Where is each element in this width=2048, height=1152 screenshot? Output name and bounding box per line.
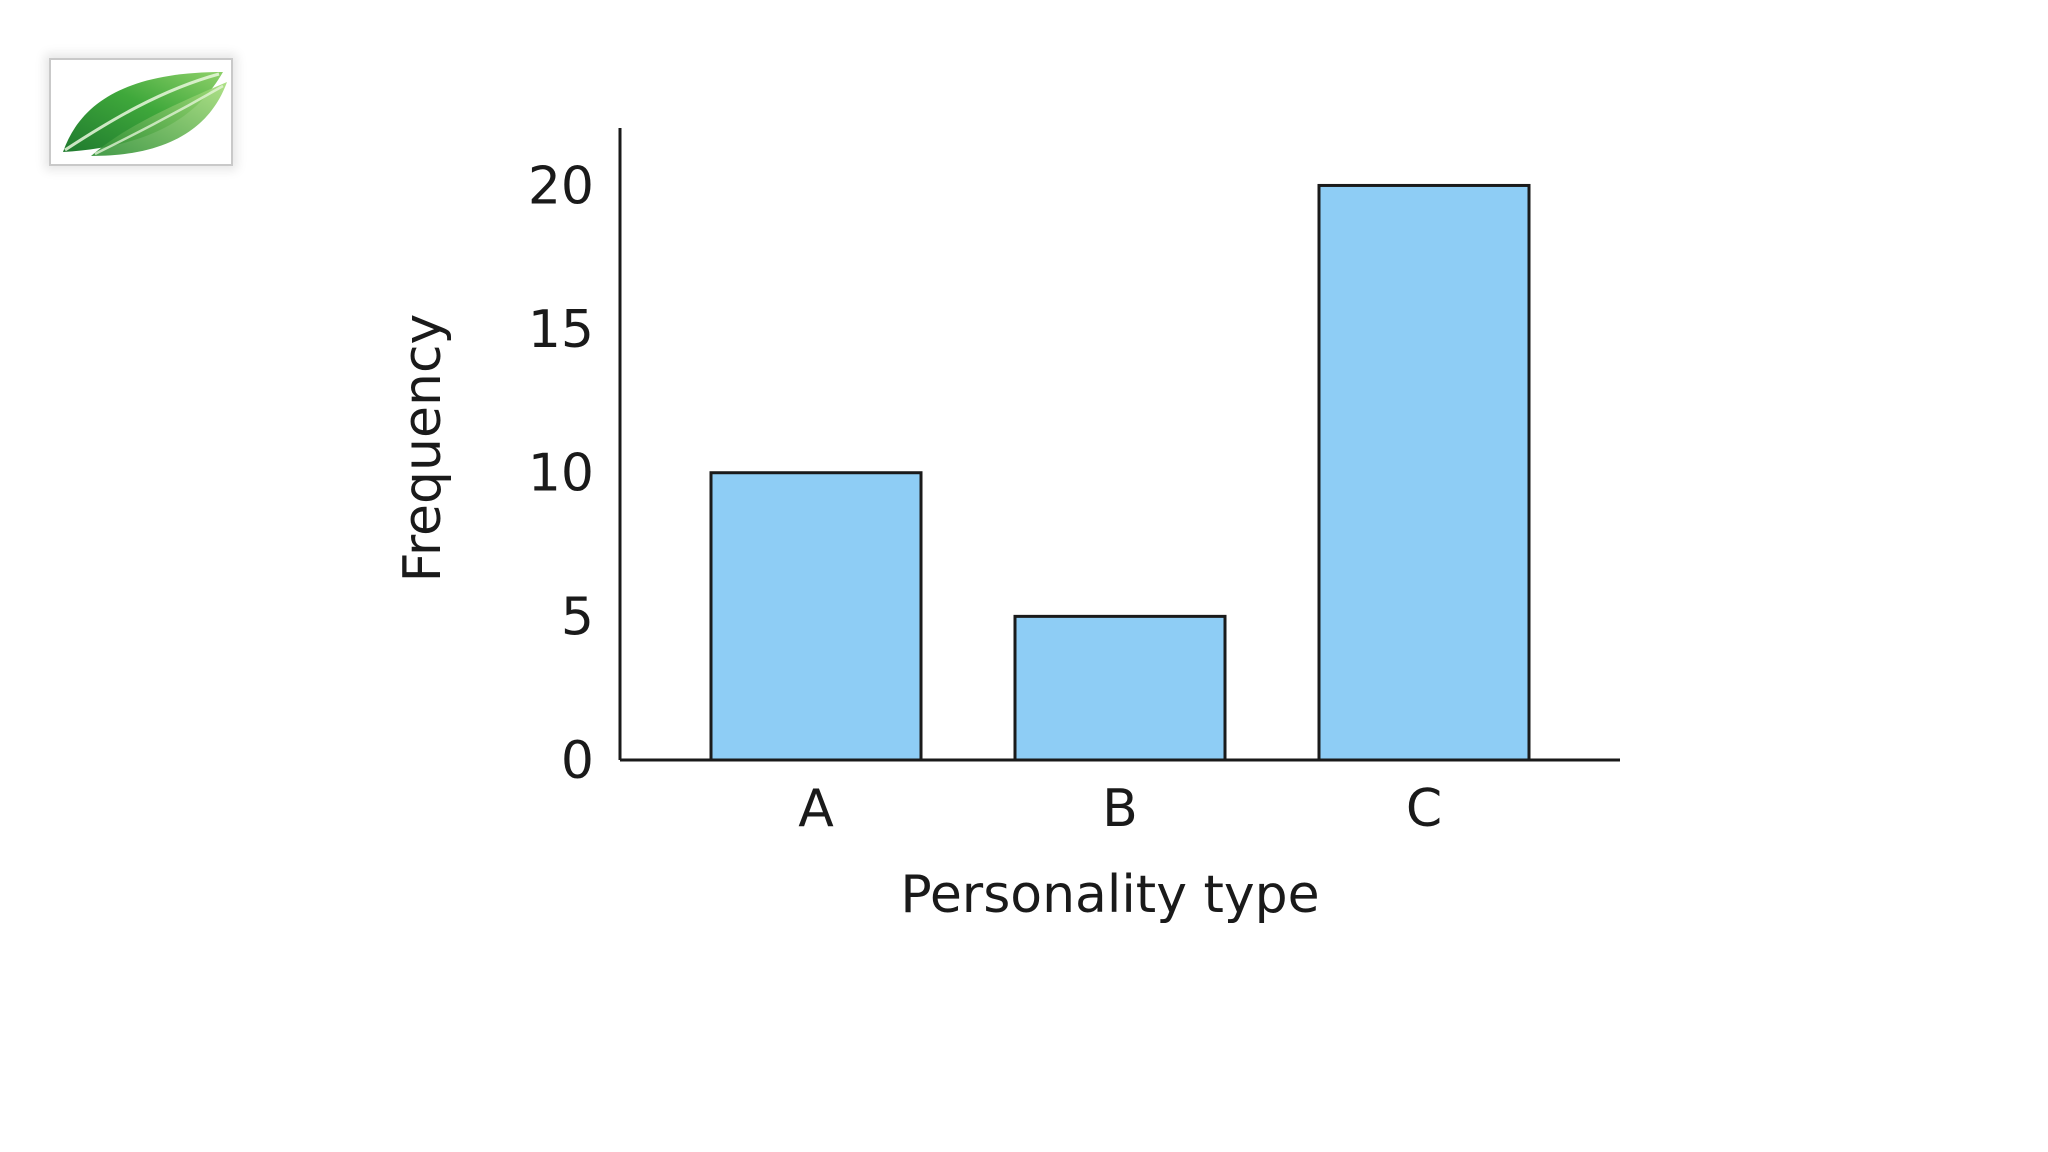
y-tick-label-5: 5 xyxy=(561,587,594,647)
y-tick-label-10: 10 xyxy=(528,444,594,504)
x-tick-label-a: A xyxy=(798,779,834,839)
bar-b xyxy=(1013,614,1227,762)
bar-c xyxy=(1317,183,1531,762)
green-leaf-icon xyxy=(63,72,227,156)
bar-a xyxy=(709,471,923,762)
y-axis-title: Frequency xyxy=(393,314,453,583)
y-tick-label-20: 20 xyxy=(528,156,594,216)
y-tick-label-15: 15 xyxy=(528,300,594,360)
x-tick-label-c: C xyxy=(1406,779,1442,839)
x-tick-label-b: B xyxy=(1102,779,1138,839)
logo xyxy=(49,58,233,166)
x-axis-title: Personality type xyxy=(900,865,1319,925)
y-tick-label-0: 0 xyxy=(561,731,594,791)
